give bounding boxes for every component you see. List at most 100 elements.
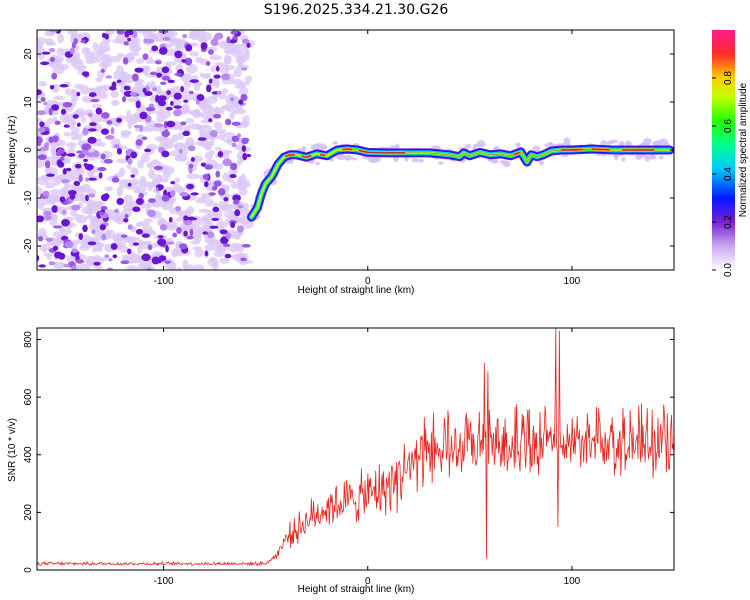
noise-cell bbox=[212, 163, 224, 171]
noise-spot bbox=[173, 105, 182, 109]
ridge-halo bbox=[538, 160, 544, 166]
noise-spot bbox=[132, 242, 140, 246]
noise-spot bbox=[209, 225, 219, 229]
noise-spot bbox=[229, 162, 238, 171]
noise-spot bbox=[78, 233, 84, 241]
noise-cell bbox=[97, 246, 103, 252]
noise-cell bbox=[72, 58, 83, 64]
noise-spot bbox=[164, 260, 172, 264]
noise-spot bbox=[74, 163, 82, 169]
noise-spot bbox=[174, 72, 183, 76]
noise-spot bbox=[87, 136, 97, 144]
noise-spot bbox=[90, 98, 100, 103]
noise-cell bbox=[204, 244, 215, 251]
noise-spot bbox=[82, 127, 89, 136]
noise-cell bbox=[113, 70, 120, 80]
ridge-halo bbox=[611, 139, 619, 144]
noise-cell bbox=[47, 193, 61, 204]
noise-spot bbox=[200, 162, 207, 167]
noise-spot bbox=[175, 205, 182, 212]
noise-cell bbox=[233, 67, 242, 78]
noise-spot bbox=[161, 66, 170, 74]
noise-spot bbox=[37, 154, 47, 161]
noise-spot bbox=[246, 153, 252, 158]
noise-spot bbox=[48, 261, 54, 266]
noise-spot bbox=[92, 150, 100, 158]
noise-spot bbox=[242, 152, 248, 161]
noise-spot bbox=[208, 49, 214, 55]
noise-cell bbox=[119, 167, 126, 177]
noise-cell bbox=[238, 180, 248, 191]
noise-spot bbox=[200, 42, 208, 50]
noise-cell bbox=[136, 79, 146, 84]
noise-spot bbox=[100, 153, 106, 160]
noise-cell bbox=[88, 51, 101, 59]
noise-cell bbox=[139, 175, 147, 184]
noise-spot bbox=[123, 85, 131, 91]
noise-spot bbox=[176, 227, 182, 234]
noise-spot bbox=[158, 99, 166, 107]
noise-cell bbox=[194, 248, 204, 258]
noise-cell bbox=[78, 263, 91, 270]
noise-cell bbox=[238, 86, 249, 97]
noise-spot bbox=[101, 112, 110, 119]
noise-spot bbox=[219, 229, 228, 235]
ridge-halo bbox=[314, 161, 321, 166]
noise-spot bbox=[202, 231, 208, 235]
noise-cell bbox=[201, 214, 212, 223]
noise-spot bbox=[178, 148, 183, 154]
noise-cell bbox=[87, 170, 94, 179]
noise-spot bbox=[78, 153, 85, 159]
noise-cell bbox=[67, 147, 76, 155]
noise-spot bbox=[155, 94, 160, 103]
noise-spot bbox=[116, 79, 122, 84]
noise-cell bbox=[146, 144, 158, 151]
noise-spot bbox=[40, 97, 46, 102]
noise-cell bbox=[185, 136, 195, 146]
noise-spot bbox=[143, 38, 148, 43]
noise-spot bbox=[95, 107, 103, 115]
ridge-halo bbox=[621, 157, 626, 162]
spectrogram-y-label: Frequency (Hz) bbox=[7, 116, 18, 185]
noise-spot bbox=[129, 91, 138, 97]
noise-spot bbox=[141, 136, 148, 141]
noise-cell bbox=[46, 196, 53, 202]
noise-spot bbox=[108, 258, 113, 262]
noise-cell bbox=[165, 48, 176, 57]
noise-spot bbox=[179, 192, 189, 197]
noise-cell bbox=[128, 118, 135, 125]
noise-cell bbox=[91, 103, 103, 109]
ridge-halo bbox=[418, 158, 424, 163]
noise-spot bbox=[85, 177, 89, 182]
noise-spot bbox=[151, 45, 159, 52]
noise-spot bbox=[126, 248, 132, 255]
noise-cell bbox=[174, 156, 188, 162]
noise-spot bbox=[144, 148, 152, 153]
ridge-halo bbox=[438, 161, 444, 165]
noise-cell bbox=[50, 146, 58, 156]
noise-spot bbox=[157, 238, 167, 246]
noise-cell bbox=[66, 141, 77, 149]
noise-cell bbox=[231, 234, 239, 240]
noise-spot bbox=[51, 135, 59, 143]
noise-cell bbox=[44, 31, 56, 37]
noise-spot bbox=[69, 192, 76, 200]
noise-cell bbox=[239, 81, 250, 87]
noise-spot bbox=[159, 224, 168, 231]
noise-cell bbox=[204, 151, 214, 161]
noise-spot bbox=[54, 120, 61, 125]
noise-spot bbox=[60, 156, 65, 161]
noise-cell bbox=[198, 208, 211, 213]
noise-spot bbox=[73, 180, 81, 186]
noise-spot bbox=[185, 44, 193, 52]
ridge-halo bbox=[499, 160, 509, 164]
noise-spot bbox=[148, 103, 155, 108]
ridge-halo bbox=[643, 137, 652, 145]
noise-spot bbox=[217, 188, 226, 196]
noise-cell bbox=[126, 164, 132, 170]
noise-spot bbox=[49, 56, 56, 63]
noise-spot bbox=[113, 144, 120, 149]
noise-cell bbox=[116, 158, 129, 164]
noise-spot bbox=[144, 91, 153, 97]
noise-spot bbox=[209, 130, 218, 138]
